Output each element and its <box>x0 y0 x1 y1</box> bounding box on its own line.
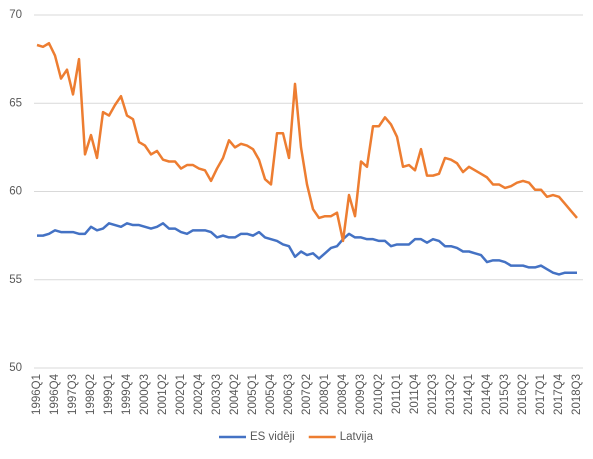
x-tick-label: 2009Q3 <box>355 374 367 415</box>
x-tick-label: 2005Q4 <box>265 373 277 415</box>
x-tick-label: 1996Q1 <box>31 374 43 415</box>
line-series <box>37 222 577 276</box>
x-tick-label: 2012Q3 <box>427 374 439 415</box>
x-tick-label: 1998Q2 <box>85 374 97 415</box>
x-tick-label: 2004Q2 <box>229 374 241 415</box>
x-tick-label: 2002Q4 <box>193 373 205 415</box>
y-tick-label: 70 <box>9 9 22 21</box>
y-tick-label: 55 <box>9 274 22 286</box>
x-tick-label: 2003Q3 <box>211 374 223 415</box>
x-tick-label: 2006Q3 <box>283 374 295 415</box>
x-tick-label: 2007Q2 <box>301 374 313 415</box>
x-tick-label: 2018Q3 <box>571 374 583 415</box>
x-tick-label: 2001Q2 <box>157 374 169 415</box>
line-series <box>36 41 578 243</box>
legend-label: ES vidēji <box>250 431 295 443</box>
legend-label: Latvija <box>340 431 374 443</box>
x-tick-label: 1996Q4 <box>49 373 61 415</box>
y-tick-label: 50 <box>9 362 22 374</box>
x-tick-label: 2014Q4 <box>481 373 493 415</box>
x-tick-label: 2017Q1 <box>535 374 547 415</box>
y-tick-label: 65 <box>9 97 22 109</box>
x-tick-label: 2010Q2 <box>373 374 385 415</box>
x-tick-label: 2014Q1 <box>463 374 475 415</box>
x-tick-label: 1999Q4 <box>121 373 133 415</box>
x-tick-label: 2017Q4 <box>553 373 565 415</box>
x-tick-label: 1999Q1 <box>103 374 115 415</box>
x-tick-label: 2008Q1 <box>319 374 331 415</box>
x-tick-label: 1997Q3 <box>67 374 79 415</box>
x-tick-label: 2002Q1 <box>175 374 187 415</box>
x-tick-label: 2011Q1 <box>391 374 403 414</box>
x-tick-label: 2015Q3 <box>499 374 511 415</box>
x-tick-label: 2013Q2 <box>445 374 457 415</box>
x-tick-label: 2011Q4 <box>409 373 421 414</box>
x-tick-label: 2000Q3 <box>139 374 151 415</box>
x-tick-label: 2005Q1 <box>247 374 259 415</box>
x-tick-label: 2008Q4 <box>337 373 349 415</box>
y-tick-label: 60 <box>9 186 22 198</box>
x-tick-label: 2016Q2 <box>517 374 529 415</box>
